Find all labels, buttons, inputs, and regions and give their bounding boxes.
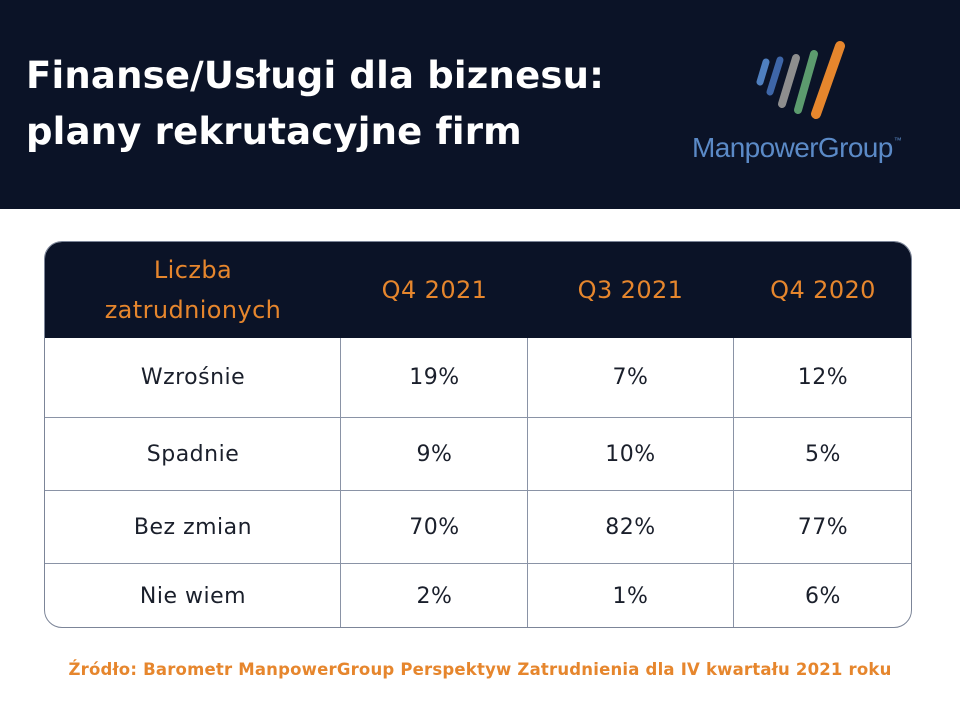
table-cell: 82% [605, 514, 656, 540]
table-cell: 1% [612, 583, 649, 609]
column-header-q4-2021: Q4 2021 [381, 276, 488, 304]
table-header-row: Liczba zatrudnionych Q4 2021 Q3 2021 Q4 … [45, 242, 911, 338]
row-label: Nie wiem [139, 583, 247, 609]
table-cell: 5% [805, 441, 841, 467]
table-cell: 9% [416, 441, 453, 467]
manpowergroup-logo: ManpowerGroup™ [690, 40, 930, 170]
table-cell: 7% [612, 365, 649, 390]
row-divider [45, 417, 911, 418]
row-label: Wzrośnie [140, 365, 246, 390]
column-divider [527, 338, 528, 627]
hiring-plans-table: Liczba zatrudnionych Q4 2021 Q3 2021 Q4 … [44, 241, 912, 628]
column-divider [340, 338, 341, 627]
table-cell: 2% [416, 583, 453, 609]
table-cell: 12% [797, 365, 849, 390]
logo-stripes-icon [756, 41, 845, 119]
source-note: Źródło: Barometr ManpowerGroup Perspekty… [68, 660, 892, 679]
row-divider [45, 490, 911, 491]
row-divider [45, 563, 911, 564]
column-divider [733, 338, 734, 627]
table-cell: 19% [409, 365, 460, 390]
column-header-employment: Liczba zatrudnionych [104, 256, 282, 324]
row-label: Bez zmian [133, 514, 253, 540]
page-title: Finanse/Usługi dla biznesu: plany rekrut… [26, 48, 604, 160]
column-header-q3-2021: Q3 2021 [577, 276, 684, 304]
table-cell: 70% [409, 514, 460, 540]
logo-wordmark: ManpowerGroup™ [692, 132, 902, 163]
row-label: Spadnie [146, 441, 240, 467]
title-line-1: Finanse/Usługi dla biznesu: [26, 54, 605, 97]
title-line-2: plany rekrutacyjne firm [26, 110, 522, 153]
column-header-q4-2020: Q4 2020 [770, 276, 876, 304]
table-cell: 10% [605, 441, 656, 467]
table-cell: 6% [805, 583, 841, 609]
table-cell: 77% [797, 514, 849, 540]
header-banner: Finanse/Usługi dla biznesu: plany rekrut… [0, 0, 960, 209]
